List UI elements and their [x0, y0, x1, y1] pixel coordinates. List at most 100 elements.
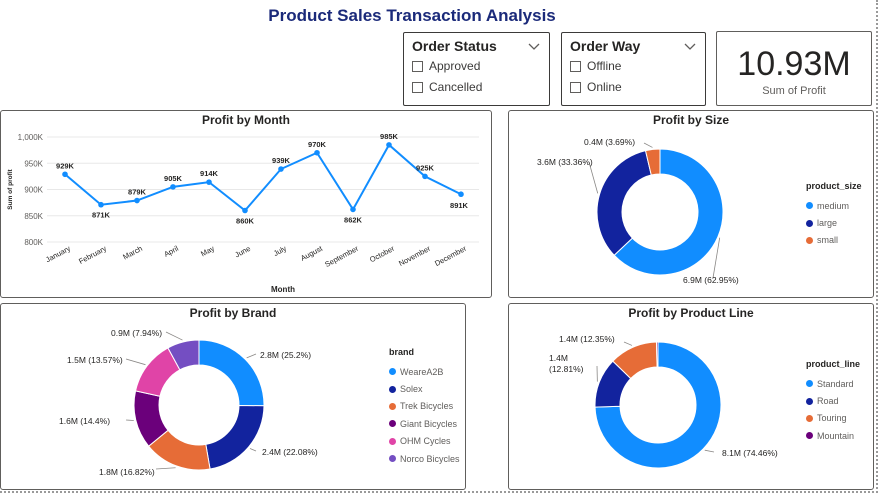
legend-marker — [806, 414, 813, 422]
data-label: 891K — [450, 201, 469, 210]
leader-line — [249, 448, 257, 452]
legend-item[interactable]: Trek Bicycles — [389, 398, 460, 415]
x-tick-label: August — [299, 243, 325, 262]
legend-item[interactable]: small — [806, 232, 862, 249]
legend-item[interactable]: Norco Bicycles — [389, 450, 460, 467]
report-title: Product Sales Transaction Analysis — [268, 6, 556, 25]
legend-marker — [389, 402, 396, 410]
profit-by-product-line-visual[interactable]: Profit by Product Line 8.1M (74.46%) 1.4M… — [508, 303, 874, 490]
legend-label: Road — [817, 396, 839, 407]
sum-of-profit-card[interactable]: 10.93M Sum of Profit — [716, 31, 872, 106]
slice-label-line: (12.81%) — [549, 364, 584, 374]
legend-item[interactable]: OHM Cycles — [389, 433, 460, 450]
legend-item[interactable]: large — [806, 214, 862, 231]
checkbox-online[interactable] — [570, 81, 581, 93]
order-status-option-approved[interactable]: Approved — [412, 56, 541, 76]
legend-label: Norco Bicycles — [400, 453, 460, 464]
slice-label: 1.4M (12.35%) — [559, 334, 615, 344]
slice-small[interactable] — [644, 148, 661, 176]
x-tick-label: July — [272, 244, 288, 258]
x-tick-label: June — [233, 244, 252, 260]
legend-label: medium — [817, 200, 850, 211]
data-point — [314, 149, 320, 156]
legend-label: large — [817, 218, 838, 229]
profit-by-size-chart: 6.9M (62.95%) 3.6M (33.36%) 0.4M (3.69%) — [537, 137, 739, 285]
x-tick-label: November — [397, 244, 432, 268]
chevron-down-icon[interactable] — [527, 39, 541, 53]
data-point — [350, 206, 356, 213]
y-tick-label: 1,000K — [18, 133, 44, 142]
slice-label: 6.9M (62.95%) — [683, 275, 739, 285]
profit-by-product-line-legend[interactable]: product_line Standard Road Touring Mountain — [806, 359, 860, 445]
leader-line — [643, 142, 653, 148]
data-label: 914K — [200, 169, 219, 178]
data-label: 905K — [164, 174, 183, 183]
legend-title: product_line — [806, 359, 861, 369]
order-way-slicer[interactable]: Order Way Offline Online — [561, 32, 706, 106]
legend-item[interactable]: Road — [806, 392, 860, 409]
legend-marker — [389, 437, 396, 445]
profit-by-month-chart: 800K 850K 900K 950K 1,000K Sum of profit 929K 8… — [7, 132, 479, 294]
checkbox-offline[interactable] — [570, 60, 581, 72]
legend-marker — [389, 385, 396, 393]
profit-by-brand-visual[interactable]: Profit by Brand 2.8M (25.2%) 2.4M (22.08%… — [0, 303, 466, 490]
order-status-option-cancelled[interactable]: Cancelled — [412, 77, 541, 97]
x-tick-label: March — [121, 244, 144, 262]
checkbox-cancelled[interactable] — [412, 81, 423, 93]
slice-label: 1.5M (13.57%) — [67, 355, 123, 365]
legend-label: Touring — [817, 413, 847, 424]
slice-large[interactable] — [596, 150, 652, 256]
slice-label-line: 1.4M — [549, 353, 568, 363]
legend-marker — [389, 420, 396, 428]
slice-solex[interactable] — [205, 404, 265, 470]
leader-line — [246, 353, 257, 359]
slice-wearea2b[interactable] — [198, 339, 265, 407]
legend-item[interactable]: Standard — [806, 375, 860, 392]
data-point — [98, 201, 104, 208]
legend-label: Solex — [400, 384, 423, 395]
data-label: 879K — [128, 188, 147, 197]
slice-standard[interactable] — [594, 341, 722, 469]
legend-marker — [806, 380, 813, 388]
leader-line — [712, 237, 721, 279]
slice-mountain[interactable] — [655, 341, 659, 368]
legend-marker — [806, 236, 813, 244]
legend-item[interactable]: medium — [806, 197, 862, 214]
legend-marker — [806, 219, 813, 227]
profit-by-product-line-chart: 8.1M (74.46%) 1.4M (12.81%) 1.4M (12.35%) — [549, 334, 778, 469]
x-tick-label: February — [77, 244, 108, 266]
data-point — [386, 142, 392, 148]
slice-medium[interactable] — [613, 148, 724, 276]
card-label: Sum of Profit — [762, 85, 826, 97]
legend-item[interactable]: Touring — [806, 410, 860, 427]
profit-by-size-visual[interactable]: Profit by Size 6.9M (62.95%) 3.6M (33.36%… — [508, 110, 874, 298]
x-tick-label: October — [368, 244, 396, 265]
y-tick-label: 900K — [24, 186, 43, 195]
checkbox-approved[interactable] — [412, 60, 423, 72]
legend-label: WeareA2B — [400, 366, 444, 377]
data-point — [422, 173, 428, 180]
legend-item[interactable]: Mountain — [806, 427, 860, 444]
data-label: 985K — [380, 132, 399, 141]
legend-item[interactable]: WeareA2B — [389, 363, 460, 380]
legend-label: Giant Bicycles — [400, 418, 458, 429]
legend-item[interactable]: Solex — [389, 380, 460, 397]
order-way-option-offline[interactable]: Offline — [570, 56, 697, 76]
order-status-slicer-title: Order Status — [412, 38, 497, 54]
legend-title: product_size — [806, 181, 862, 191]
order-status-slicer[interactable]: Order Status Approved Cancelled — [403, 32, 550, 106]
data-point — [278, 166, 284, 172]
profit-by-brand-chart: 2.8M (25.2%) 2.4M (22.08%) 1.8M (16.82%) 1.… — [59, 328, 318, 477]
legend-marker — [806, 202, 813, 210]
x-axis-title: Month — [271, 285, 295, 294]
chevron-down-icon[interactable] — [683, 39, 697, 53]
profit-by-brand-legend[interactable]: brand WeareA2B Solex Trek Bicycles Giant Bic… — [389, 347, 460, 467]
slice-norco-bicycles[interactable] — [167, 339, 200, 371]
profit-by-month-visual[interactable]: Profit by Month 800K 850K 900K 950K 1,000K Su… — [0, 110, 492, 298]
legend-label: Standard — [817, 378, 854, 389]
legend-label: Mountain — [817, 430, 855, 441]
slice-label: 8.1M (74.46%) — [722, 448, 778, 458]
order-way-option-online[interactable]: Online — [570, 77, 697, 97]
legend-item[interactable]: Giant Bicycles — [389, 415, 460, 432]
